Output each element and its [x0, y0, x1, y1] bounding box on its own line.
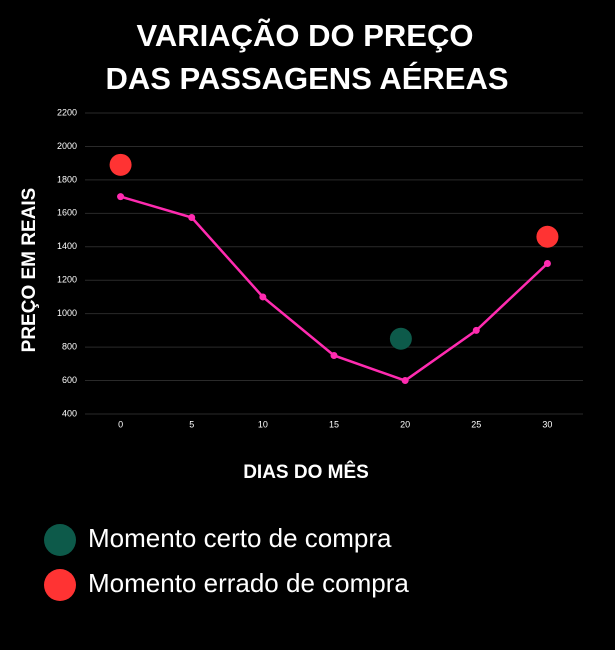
line-point: [188, 214, 196, 222]
y-tick-label: 600: [62, 375, 77, 385]
y-tick-label: 400: [62, 408, 77, 418]
legend-marker: [44, 524, 76, 556]
y-tick-label: 1000: [57, 308, 77, 318]
x-tick-label: 10: [258, 419, 268, 429]
x-tick-label: 15: [329, 419, 339, 429]
line-point: [543, 260, 551, 267]
chart-title: VARIAÇÃO DO PREÇO: [136, 18, 473, 53]
x-tick-label: 20: [400, 419, 410, 429]
x-axis-label: DIAS DO MÊS: [243, 461, 369, 483]
scatter-point: [389, 327, 412, 350]
line-point: [330, 351, 338, 359]
scatter-point: [536, 225, 559, 248]
y-tick-label: 1200: [57, 275, 77, 285]
y-tick-label: 2000: [57, 141, 77, 151]
y-tick-label: 2200: [57, 107, 77, 117]
y-axis-label: PREÇO EM REAIS: [19, 188, 40, 353]
line-point: [472, 326, 480, 334]
chart-title: DAS PASSAGENS AÉREAS: [105, 61, 508, 96]
y-tick-label: 1600: [57, 208, 77, 218]
line-point: [259, 293, 267, 301]
legend-label: Momento errado de compra: [88, 568, 409, 598]
x-tick-label: 25: [471, 419, 481, 429]
line-point: [401, 377, 409, 385]
legend-marker: [44, 569, 76, 601]
scatter-point: [109, 153, 132, 176]
line-point: [117, 193, 125, 201]
x-tick-label: 0: [118, 419, 123, 429]
x-tick-label: 30: [542, 419, 552, 429]
x-tick-label: 5: [189, 419, 194, 429]
y-tick-label: 1400: [57, 241, 77, 251]
legend-label: Momento certo de compra: [88, 523, 392, 553]
y-tick-label: 1800: [57, 174, 77, 184]
y-tick-label: 800: [62, 341, 77, 351]
